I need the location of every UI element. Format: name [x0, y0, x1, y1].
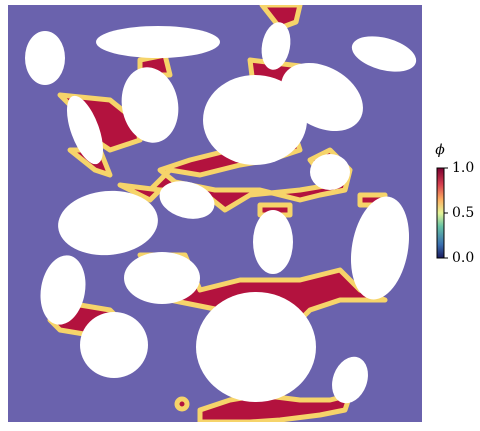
- colorbar-label: ϕ: [435, 142, 445, 158]
- colorbar-tick-label: 1.0: [452, 160, 474, 176]
- colorbar-tick-label: 0.5: [452, 205, 474, 221]
- inclusions: [25, 22, 417, 404]
- phase-field: [8, 5, 422, 422]
- colorbar: [436, 167, 445, 259]
- colorbar-axis: 1.0 0.5 0.0: [444, 160, 474, 266]
- colorbar-tick-label: 0.0: [452, 250, 474, 266]
